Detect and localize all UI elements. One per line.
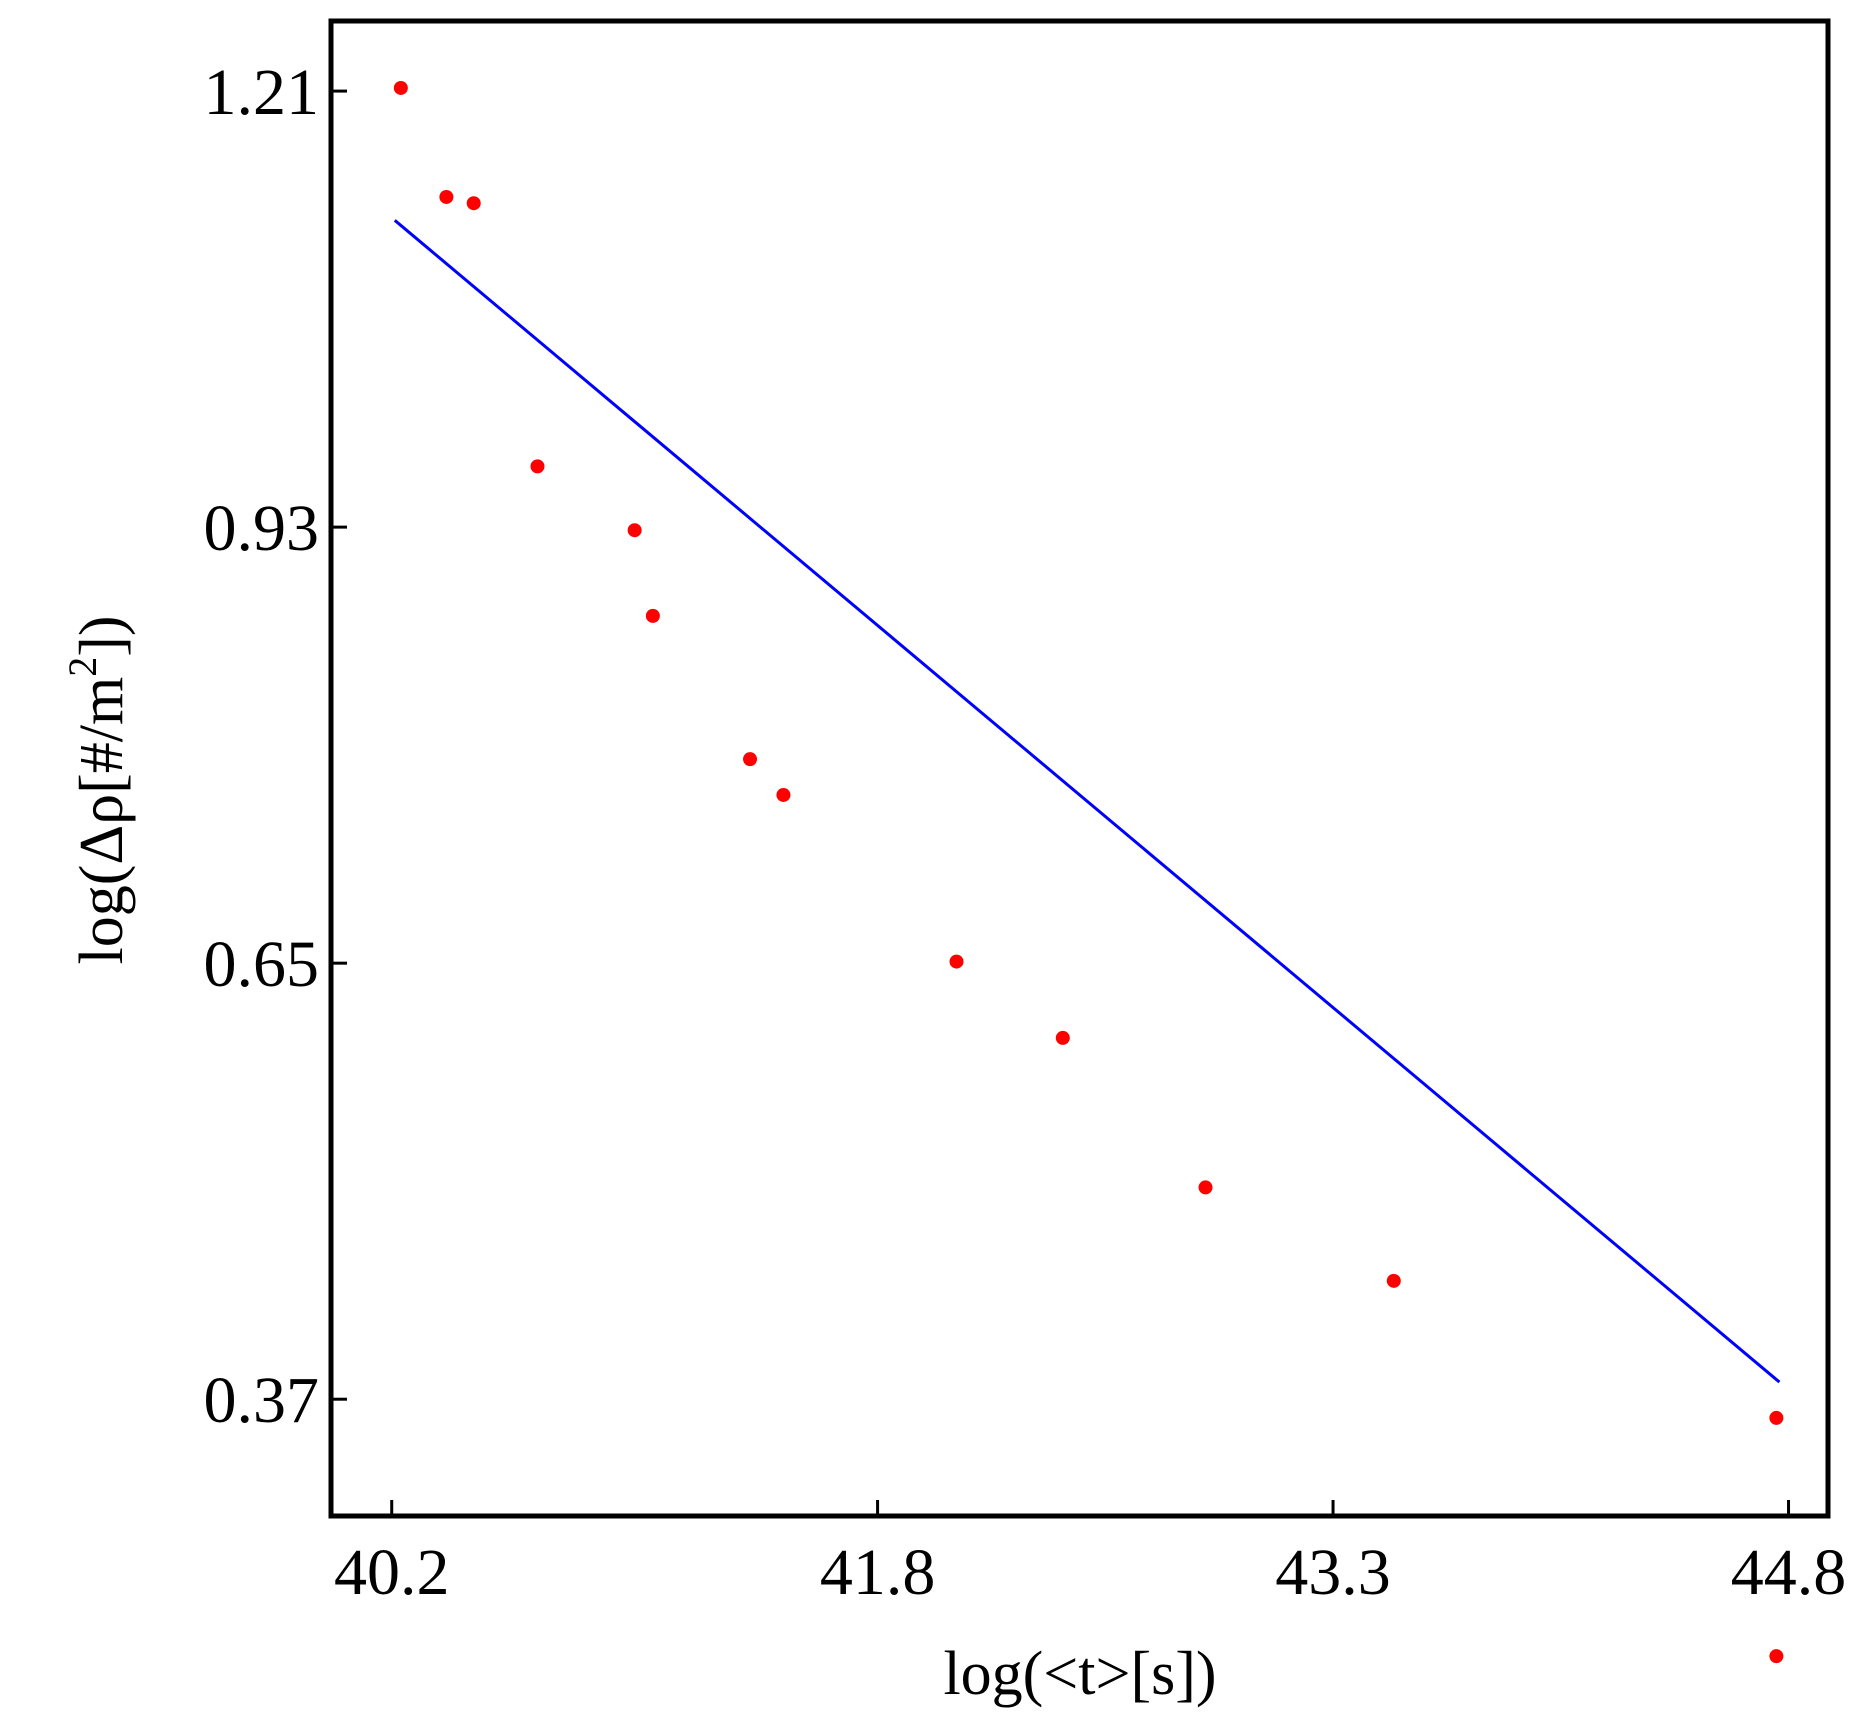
y-axis-title-tail: ]) (68, 615, 136, 656)
x-tick-label: 40.2 (334, 1536, 450, 1609)
data-point (627, 523, 642, 538)
data-point (645, 608, 660, 623)
data-point (1198, 1180, 1213, 1195)
data-point (1769, 1649, 1784, 1664)
y-tick-label: 0.65 (204, 928, 320, 1001)
data-point (776, 787, 791, 802)
data-point (439, 189, 454, 204)
x-axis-ticks: 40.2 41.8 43.3 44.8 (334, 1500, 1846, 1609)
x-tick-label: 43.3 (1275, 1536, 1391, 1609)
data-point (1055, 1030, 1070, 1045)
x-axis-title: log(<t>[s]) (943, 1640, 1216, 1708)
data-point (393, 80, 408, 95)
y-axis-title-main: log(Δρ[#/m (68, 677, 136, 965)
x-tick-label: 41.8 (820, 1536, 936, 1609)
fit-line (393, 219, 1781, 1384)
data-point (949, 954, 964, 969)
y-axis-title: log(Δρ[#/m2]) (60, 615, 136, 964)
y-axis-ticks: 1.21 0.93 0.65 0.37 (204, 56, 347, 1437)
x-tick-label: 44.8 (1731, 1536, 1847, 1609)
data-point (1386, 1273, 1401, 1288)
plot-frame (328, 18, 1831, 1519)
y-axis-title-sup: 2 (60, 657, 105, 677)
y-tick-label: 1.21 (204, 56, 320, 129)
y-tick-label: 0.37 (204, 1364, 320, 1437)
data-point (466, 196, 481, 211)
plot-marks (393, 80, 1784, 1664)
data-point (1769, 1410, 1784, 1425)
data-point (743, 752, 758, 767)
y-tick-label: 0.93 (204, 492, 320, 565)
data-point (530, 459, 545, 474)
